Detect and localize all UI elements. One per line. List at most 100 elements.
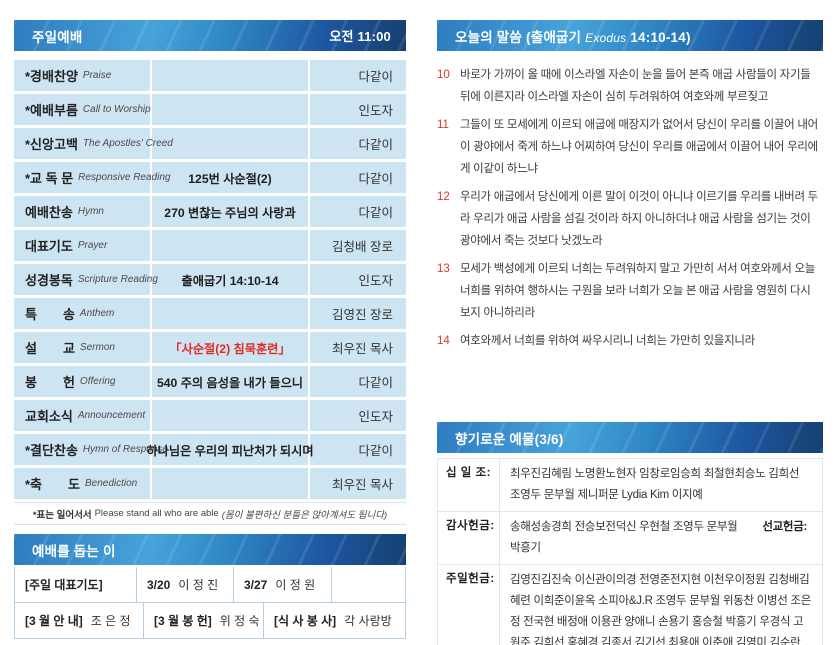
table-row: 교회소식 Announcement 인도자 bbox=[14, 400, 406, 431]
helper-label: [3 월 안 내] bbox=[25, 614, 83, 628]
verse: 12 우리가 애굽에서 당신에게 이른 말이 이것이 아니냐 이르기를 우리를 … bbox=[437, 186, 823, 252]
item-detail bbox=[152, 468, 310, 499]
item-detail bbox=[152, 128, 310, 159]
item-sublabel: Praise bbox=[82, 70, 112, 81]
table-row: *축 도 Benediction 최우진 목사 bbox=[14, 468, 406, 499]
verse-text: 모세가 백성에게 이르되 너희는 두려워하지 말고 가만히 서서 여호와께서 오… bbox=[460, 263, 816, 319]
helper-name: 각 사랑방 bbox=[344, 614, 392, 628]
verse-number: 10 bbox=[437, 69, 450, 81]
verse-number: 14 bbox=[437, 335, 450, 347]
item-person: 다같이 bbox=[358, 138, 393, 152]
helper-label: [3 월 봉 헌] bbox=[154, 614, 212, 628]
item-person: 김영진 장로 bbox=[332, 308, 393, 322]
item-sublabel: Prayer bbox=[77, 240, 108, 251]
table-row: *경배찬양 Praise 다같이 bbox=[14, 60, 406, 91]
item-label: 예배찬송 bbox=[25, 205, 73, 220]
item-label: 특 송 bbox=[25, 307, 75, 322]
offering-label: 주일헌금: bbox=[438, 565, 500, 645]
verse-text: 바로가 가까이 올 때에 이스라엘 자손이 눈을 들어 본즉 애굽 사람들이 자… bbox=[460, 69, 811, 103]
item-sublabel: The Apostles' Creed bbox=[82, 138, 173, 149]
helper-date: 3/20 bbox=[147, 577, 171, 592]
item-detail bbox=[152, 298, 310, 329]
table-row: *교 독 문 Responsive Reading 125번 사순절(2) 다같이 bbox=[14, 162, 406, 193]
item-detail: 125번 사순절(2) bbox=[152, 162, 310, 193]
mission-offering-label: 선교헌금: bbox=[762, 521, 808, 533]
helpers-title: 예배를 돕는 이 bbox=[32, 543, 116, 559]
item-person: 김청배 장로 bbox=[332, 240, 393, 254]
offerings-title: 향기로운 예물(3/6) bbox=[455, 431, 564, 447]
item-detail: 하나님은 우리의 피난처가 되시며 bbox=[146, 434, 314, 465]
verse: 11 그들이 또 모세에게 이르되 애굽에 매장지가 없어서 당신이 우리를 이… bbox=[437, 114, 823, 180]
worship-header-bar: 주일예배 오전 11:00 bbox=[14, 20, 406, 51]
table-row: *결단찬송 Hymn of Response 하나님은 우리의 피난처가 되시며 … bbox=[14, 434, 406, 465]
item-sublabel: Sermon bbox=[79, 342, 115, 353]
helpers-header-bar: 예배를 돕는 이 bbox=[14, 534, 406, 565]
item-person: 다같이 bbox=[358, 70, 393, 84]
stand-footnote: *표는 일어서서 Please stand all who are able (… bbox=[14, 502, 406, 525]
table-row: 예배찬송 Hymn 270 변찮는 주님의 사랑과 다같이 bbox=[14, 196, 406, 227]
offering-names: 김영진김진숙 이신관이의경 전영준전지현 이천우이정원 김청배김혜련 이희준이윤… bbox=[510, 574, 811, 645]
verse: 13 모세가 백성에게 이르되 너희는 두려워하지 말고 가만히 서서 여호와께… bbox=[437, 258, 823, 324]
offerings-header-bar: 향기로운 예물(3/6) bbox=[437, 422, 823, 453]
table-row: 봉 헌 Offering 540 주의 음성을 내가 들으니 다같이 bbox=[14, 366, 406, 397]
item-detail bbox=[152, 94, 310, 125]
right-column: 오늘의 말씀 (출애굽기 Exodus 14:10-14) 10 바로가 가까이… bbox=[437, 20, 823, 645]
scripture-title: 오늘의 말씀 (출애굽기 Exodus 14:10-14) bbox=[455, 29, 691, 45]
item-sublabel: Hymn bbox=[77, 206, 104, 217]
item-person: 다같이 bbox=[358, 444, 393, 458]
item-detail: 출애굽기 14:10-14 bbox=[152, 264, 310, 295]
item-label: *예배부름 bbox=[25, 103, 78, 118]
item-sublabel: Anthem bbox=[79, 308, 115, 319]
offerings-row-thanks: 감사헌금: 송해성송경희 전승보전덕신 우현철 조영두 문부월 선교헌금: 박흥… bbox=[438, 512, 822, 565]
offering-label: 십 일 조: bbox=[438, 459, 500, 511]
helper-date: 3/27 bbox=[244, 577, 268, 592]
offerings-table: 십 일 조: 최우진김혜림 노명환노현자 임창로임승희 최철현최승노 김희선 조… bbox=[437, 458, 823, 645]
worship-title: 주일예배 bbox=[32, 29, 83, 45]
helper-name: 조 은 정 bbox=[90, 614, 131, 628]
item-sublabel: Hymn of Response bbox=[82, 444, 168, 455]
item-detail bbox=[152, 230, 310, 261]
helper-name: 위 정 숙 bbox=[219, 614, 260, 628]
helper-name: 이 정 원 bbox=[275, 578, 316, 592]
verse-number: 11 bbox=[437, 119, 449, 131]
item-person: 인도자 bbox=[358, 104, 393, 118]
item-detail bbox=[152, 60, 310, 91]
offering-label: 감사헌금: bbox=[438, 512, 500, 564]
item-person: 최우진 목사 bbox=[332, 478, 393, 492]
item-detail: 540 주의 음성을 내가 들으니 bbox=[152, 366, 310, 397]
item-label: 봉 헌 bbox=[25, 375, 75, 390]
item-person: 다같이 bbox=[358, 172, 393, 186]
item-label: 설 교 bbox=[25, 341, 75, 356]
offerings-row-tithe: 십 일 조: 최우진김혜림 노명환노현자 임창로임승희 최철현최승노 김희선 조… bbox=[438, 459, 822, 512]
item-sublabel: Scripture Reading bbox=[77, 274, 158, 285]
verse-text: 여호와께서 너희를 위하여 싸우시리니 너희는 가만히 있을지니라 bbox=[460, 335, 755, 347]
worship-order-table: *경배찬양 Praise 다같이 *예배부름 Call to Worship 인도자… bbox=[14, 60, 406, 525]
item-person: 인도자 bbox=[358, 410, 393, 424]
item-sublabel: Announcement bbox=[77, 410, 146, 421]
helper-label: [주일 대표기도] bbox=[25, 578, 103, 592]
item-person: 인도자 bbox=[358, 274, 393, 288]
item-person: 다같이 bbox=[358, 376, 393, 390]
item-person: 최우진 목사 bbox=[332, 342, 393, 356]
table-row: 특 송 Anthem 김영진 장로 bbox=[14, 298, 406, 329]
verse-text: 그들이 또 모세에게 이르되 애굽에 매장지가 없어서 당신이 우리를 이끌어 … bbox=[460, 119, 818, 175]
item-sublabel: Offering bbox=[79, 376, 116, 387]
table-row: 성경봉독 Scripture Reading 출애굽기 14:10-14 인도자 bbox=[14, 264, 406, 295]
item-label: *교 독 문 bbox=[25, 171, 74, 186]
verse-number: 13 bbox=[437, 263, 450, 275]
item-detail: 270 변찮는 주님의 사랑과 bbox=[152, 196, 310, 227]
offering-names: 최우진김혜림 노명환노현자 임창로임승희 최철현최승노 김희선 조영두 문부월 … bbox=[510, 468, 800, 501]
item-label: *축 도 bbox=[25, 477, 80, 492]
item-label: 성경봉독 bbox=[25, 273, 73, 288]
verse-number: 12 bbox=[437, 191, 450, 203]
item-detail bbox=[152, 400, 310, 431]
table-row: *예배부름 Call to Worship 인도자 bbox=[14, 94, 406, 125]
helpers-row-monthly: [3 월 안 내] 조 은 정 [3 월 봉 헌] 위 정 숙 [식 사 봉 사] 각… bbox=[15, 602, 405, 638]
verse: 14 여호와께서 너희를 위하여 싸우시리니 너희는 가만히 있을지니라 bbox=[437, 330, 823, 352]
item-label: *신앙고백 bbox=[25, 137, 78, 152]
item-sublabel: Responsive Reading bbox=[78, 172, 171, 183]
offerings-row-sunday: 주일헌금: 김영진김진숙 이신관이의경 전영준전지현 이천우이정원 김청배김혜련… bbox=[438, 565, 822, 645]
scripture-verses: 10 바로가 가까이 올 때에 이스라엘 자손이 눈을 들어 본즉 애굽 사람들… bbox=[437, 64, 823, 352]
item-person: 다같이 bbox=[358, 206, 393, 220]
sermon-title: 「사순절(2) 침묵훈련」 bbox=[152, 332, 310, 363]
